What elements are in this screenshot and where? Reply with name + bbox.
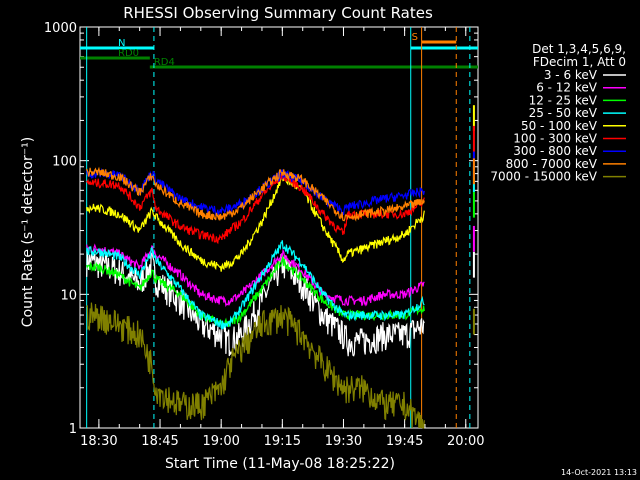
legend-header-line-1: Det 1,3,4,5,6,9, (532, 42, 626, 56)
plot-frame (79, 26, 479, 429)
x-tick-label: 19:45 (386, 434, 423, 449)
x-tick-label: 19:00 (202, 434, 239, 449)
legend-label: 300 - 800 keV (513, 144, 597, 158)
legend-label: 50 - 100 keV (521, 119, 598, 133)
series-line (86, 167, 425, 217)
x-axis-label: Start Time (11-May-08 18:25:22) (165, 456, 395, 472)
series-line (86, 302, 425, 429)
x-tick-label: 18:45 (141, 434, 178, 449)
legend-label: 25 - 50 keV (529, 106, 598, 120)
x-tick-label: 18:30 (80, 434, 117, 449)
data-series (86, 105, 475, 429)
footer-date: 14-Oct-2021 13:13 (561, 468, 637, 477)
chart-title: RHESSI Observing Summary Count Rates (123, 4, 433, 22)
flag-label: N (118, 38, 125, 49)
series-line (86, 240, 425, 330)
legend-label: 12 - 25 keV (529, 93, 598, 107)
x-tick-label: 20:00 (447, 434, 484, 449)
series-line (86, 173, 425, 272)
legend-label: 100 - 300 keV (513, 132, 597, 146)
x-tick-label: 19:30 (325, 434, 362, 449)
flag-label: RD4 (154, 57, 175, 68)
flag-label: S (412, 32, 418, 43)
flag-label: RD0 (118, 48, 139, 59)
y-tick-label: 100 (52, 155, 77, 170)
y-axis-label: Count Rate (s⁻¹ detector⁻¹) (20, 137, 36, 327)
plot-axes: 1 10 100 1000 18:30 18:45 19:00 19:15 19:30 19:45… (44, 21, 485, 449)
legend-label: 3 - 6 keV (544, 68, 598, 82)
legend-label: 6 - 12 keV (536, 81, 598, 95)
y-tick-label: 1 (69, 422, 77, 437)
series-line (86, 249, 425, 357)
y-tick-label: 10 (60, 288, 77, 303)
x-tick-label: 19:15 (264, 434, 301, 449)
legend-label: 7000 - 15000 keV (490, 170, 597, 184)
series-line (86, 166, 425, 222)
y-tick-label: 1000 (44, 21, 77, 36)
legend-header-line-2: FDecim 1, Att 0 (533, 55, 626, 69)
legend-label: 800 - 7000 keV (506, 157, 598, 171)
